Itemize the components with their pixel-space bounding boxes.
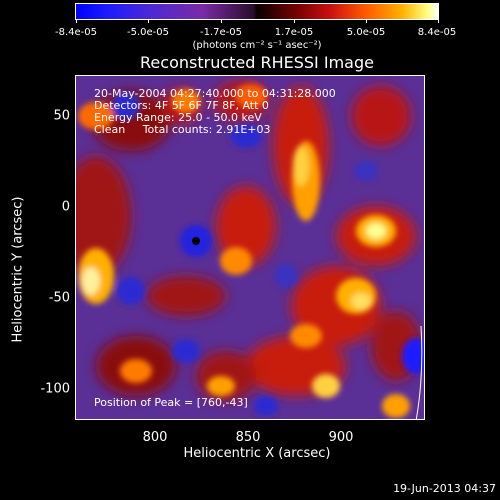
x-tick-label: 800 <box>142 430 168 445</box>
observation-time: 20-May-2004 04:27:40.000 to 04:31:28.000 <box>94 87 336 100</box>
y-tick-label: -50 <box>48 290 70 306</box>
footer-date: 19-Jun-2013 04:37 <box>393 482 496 495</box>
colorbar-tick <box>148 19 149 23</box>
plot-title: Reconstructed RHESSI Image <box>140 53 374 72</box>
colorbar-tick-label: -5.0e-05 <box>127 27 169 38</box>
detectors-info: Detectors: 4F 5F 6F 7F 8F, Att 0 <box>94 99 269 112</box>
colorbar-tick-label: 5.0e-05 <box>346 27 386 38</box>
colorbar-tick <box>294 19 295 23</box>
colorbar-tick <box>438 19 439 23</box>
y-tick-label: 50 <box>53 108 70 124</box>
colorbar-tick <box>366 19 367 23</box>
colorbar-tick-label: -1.7e-05 <box>200 27 242 38</box>
x-tick-label: 900 <box>328 430 354 445</box>
colorbar <box>75 3 439 23</box>
colorbar-tick-label: -8.4e-05 <box>55 27 97 38</box>
image-plot-area: 20-May-2004 04:27:40.000 to 04:31:28.000… <box>75 75 425 420</box>
colorbar-tick-label: 8.4e-05 <box>417 27 457 38</box>
y-tick-label: 0 <box>61 199 70 215</box>
clean-total-counts: Clean Total counts: 2.91E+03 <box>94 123 271 136</box>
y-tick-label: -100 <box>40 381 70 397</box>
energy-range: Energy Range: 25.0 - 50.0 keV <box>94 111 262 124</box>
x-tick-label: 850 <box>235 430 261 445</box>
colorbar-units: (photons cm⁻² s⁻¹ asec⁻²) <box>192 40 322 51</box>
solar-image <box>76 76 424 419</box>
colorbar-tick <box>76 19 77 23</box>
y-axis-label: Heliocentric Y (arcsec) <box>10 196 26 343</box>
colorbar-tick <box>221 19 222 23</box>
peak-position: Position of Peak = [760,-43] <box>94 396 248 409</box>
colorbar-tick-label: 1.7e-05 <box>274 27 314 38</box>
x-axis-label: Heliocentric X (arcsec) <box>183 446 331 461</box>
